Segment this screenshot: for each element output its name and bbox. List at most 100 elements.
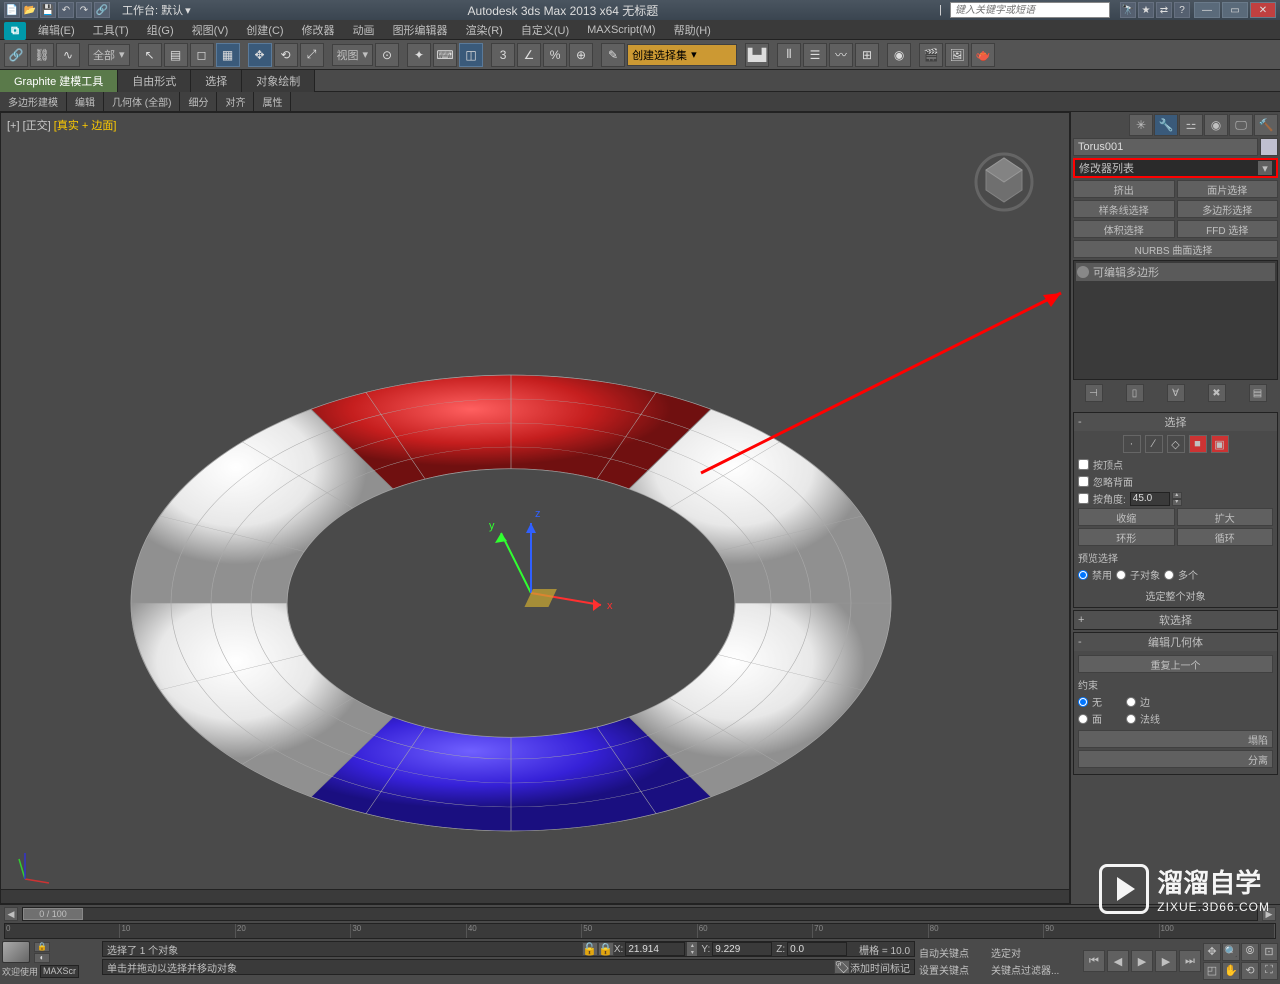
play-icon[interactable]: ▶ — [1131, 950, 1153, 972]
mod-vol-select[interactable]: 体积选择 — [1073, 220, 1175, 238]
menu-views[interactable]: 视图(V) — [184, 20, 237, 40]
menu-animation[interactable]: 动画 — [345, 20, 383, 40]
unlink-icon[interactable]: ⛓ — [30, 43, 54, 67]
modifier-list-dropdown[interactable]: 修改器列表 ▾ — [1073, 158, 1278, 178]
goto-start-icon[interactable]: ⏮ — [1083, 950, 1105, 972]
time-track[interactable]: 0 / 100 — [22, 907, 1258, 921]
remove-modifier-icon[interactable]: ✖ — [1208, 384, 1226, 402]
configure-sets-icon[interactable]: ▤ — [1249, 384, 1267, 402]
snap-3d-icon[interactable]: 3 — [491, 43, 515, 67]
ribbon-tab-paint[interactable]: 对象绘制 — [242, 70, 315, 92]
ribbon-tab-freeform[interactable]: 自由形式 — [118, 70, 191, 92]
app-icon[interactable]: ⧉ — [4, 22, 26, 40]
schematic-icon[interactable]: ⊞ — [855, 43, 879, 67]
prev-frame-icon[interactable]: ◀ — [1107, 950, 1129, 972]
selection-filter[interactable]: 全部 ▾ — [88, 44, 130, 66]
ribbon-tab-selection[interactable]: 选择 — [191, 70, 242, 92]
add-time-tag[interactable]: 添加时间标记 — [850, 960, 910, 975]
stack-bulb-icon[interactable] — [1077, 266, 1089, 278]
manipulate-icon[interactable]: ✦ — [407, 43, 431, 67]
qat-new-icon[interactable]: 📄 — [4, 2, 20, 18]
material-editor-icon[interactable]: ◉ — [887, 43, 911, 67]
ref-coord-system[interactable]: 视图 ▾ — [332, 44, 374, 66]
help-icon[interactable]: ? — [1174, 2, 1190, 18]
subobj-element-icon[interactable]: ▣ — [1211, 435, 1229, 453]
exchange-icon[interactable]: ⇄ — [1156, 2, 1172, 18]
detach-button[interactable]: 分离 — [1078, 750, 1273, 768]
display-tab-icon[interactable]: 🖵 — [1229, 114, 1253, 136]
sub-geometry[interactable]: 几何体 (全部) — [104, 92, 180, 111]
motion-tab-icon[interactable]: ◉ — [1204, 114, 1228, 136]
coord-y-input[interactable] — [712, 942, 772, 956]
viewcube[interactable] — [969, 143, 1039, 213]
qat-undo-icon[interactable]: ↶ — [58, 2, 74, 18]
repeat-last-button[interactable]: 重复上一个 — [1078, 655, 1273, 673]
grow-button[interactable]: 扩大 — [1177, 508, 1274, 526]
sub-subdiv[interactable]: 细分 — [180, 92, 217, 111]
menu-tools[interactable]: 工具(T) — [85, 20, 137, 40]
mod-spline-select[interactable]: 样条线选择 — [1073, 200, 1175, 218]
snap-icon[interactable]: ◫ — [459, 43, 483, 67]
pivot-icon[interactable]: ⊙ — [375, 43, 399, 67]
object-name-input[interactable] — [1073, 138, 1258, 156]
menu-edit[interactable]: 编辑(E) — [30, 20, 83, 40]
move-icon[interactable]: ✥ — [248, 43, 272, 67]
material-sample-icon[interactable] — [2, 941, 30, 963]
mod-patch-select[interactable]: 面片选择 — [1177, 180, 1279, 198]
minimize-button[interactable]: — — [1194, 2, 1220, 18]
stack-item-editable-poly[interactable]: 可编辑多边形 — [1076, 263, 1275, 281]
coord-x-input[interactable] — [625, 942, 685, 956]
qat-link-icon[interactable]: 🔗 — [94, 2, 110, 18]
layers-icon[interactable]: ☰ — [803, 43, 827, 67]
hierarchy-tab-icon[interactable]: ⚍ — [1179, 114, 1203, 136]
maximize-button[interactable]: ▭ — [1222, 2, 1248, 18]
spinner-snap-icon[interactable]: ⊕ — [569, 43, 593, 67]
constraint-face-radio[interactable] — [1078, 714, 1088, 724]
track-bar[interactable]: 010203040 5060708090100 — [4, 923, 1276, 939]
selected-filter[interactable]: 选定对 — [991, 945, 1041, 961]
modifier-stack[interactable]: 可编辑多边形 — [1073, 260, 1278, 380]
by-vertex-check[interactable]: 按顶点 — [1078, 457, 1273, 472]
collapse-button[interactable]: 塌陷 — [1078, 730, 1273, 748]
menu-customize[interactable]: 自定义(U) — [513, 20, 577, 40]
qat-redo-icon[interactable]: ↷ — [76, 2, 92, 18]
menu-maxscript[interactable]: MAXScript(M) — [579, 22, 663, 38]
render-icon[interactable]: 🫖 — [971, 43, 995, 67]
rollout-edit-geom-header[interactable]: -编辑几何体 — [1074, 633, 1277, 651]
constraint-edge-radio[interactable] — [1126, 697, 1136, 707]
menu-render[interactable]: 渲染(R) — [458, 20, 511, 40]
curve-editor-icon[interactable]: 〰 — [829, 43, 853, 67]
percent-snap-icon[interactable]: % — [543, 43, 567, 67]
link-icon[interactable]: 🔗 — [4, 43, 28, 67]
keyboard-shortcut-icon[interactable]: ⌨ — [433, 43, 457, 67]
by-angle-check[interactable] — [1078, 493, 1089, 504]
nav-orbit-icon[interactable]: ⟲ — [1241, 962, 1259, 980]
sub-edit[interactable]: 编辑 — [67, 92, 104, 111]
menu-create[interactable]: 创建(C) — [238, 20, 291, 40]
subobj-polygon-icon[interactable]: ■ — [1189, 435, 1207, 453]
menu-graph[interactable]: 图形编辑器 — [385, 20, 456, 40]
set-key-button[interactable]: 设置关键点 — [919, 962, 989, 978]
select-icon[interactable]: ↖ — [138, 43, 162, 67]
sub-properties[interactable]: 属性 — [254, 92, 291, 111]
sub-polymodeling[interactable]: 多边形建模 — [0, 92, 67, 111]
bind-icon[interactable]: ∿ — [56, 43, 80, 67]
subobj-vertex-icon[interactable]: · — [1123, 435, 1141, 453]
nav-maximize-icon[interactable]: ⛶ — [1260, 962, 1278, 980]
time-slider[interactable]: ◀ 0 / 100 ▶ — [0, 905, 1280, 923]
viewport[interactable]: [+] [正交] [真实 + 边面] — [0, 112, 1070, 904]
nav-zoomall-icon[interactable]: ⊡ — [1260, 943, 1278, 961]
rollout-selection-header[interactable]: -选择 — [1074, 413, 1277, 431]
preview-subobj-radio[interactable] — [1116, 570, 1126, 580]
menu-help[interactable]: 帮助(H) — [666, 20, 719, 40]
maxscript-mini[interactable]: MAXScr — [40, 965, 79, 978]
mod-extrude[interactable]: 挤出 — [1073, 180, 1175, 198]
select-name-icon[interactable]: ▤ — [164, 43, 188, 67]
next-frame-icon[interactable]: ▶ — [1155, 950, 1177, 972]
modify-tab-icon[interactable]: 🔧 — [1154, 114, 1178, 136]
sub-align[interactable]: 对齐 — [217, 92, 254, 111]
subobj-border-icon[interactable]: ◇ — [1167, 435, 1185, 453]
mod-ffd-select[interactable]: FFD 选择 — [1177, 220, 1279, 238]
utilities-tab-icon[interactable]: 🔨 — [1254, 114, 1278, 136]
auto-key-button[interactable]: 自动关键点 — [919, 945, 989, 961]
